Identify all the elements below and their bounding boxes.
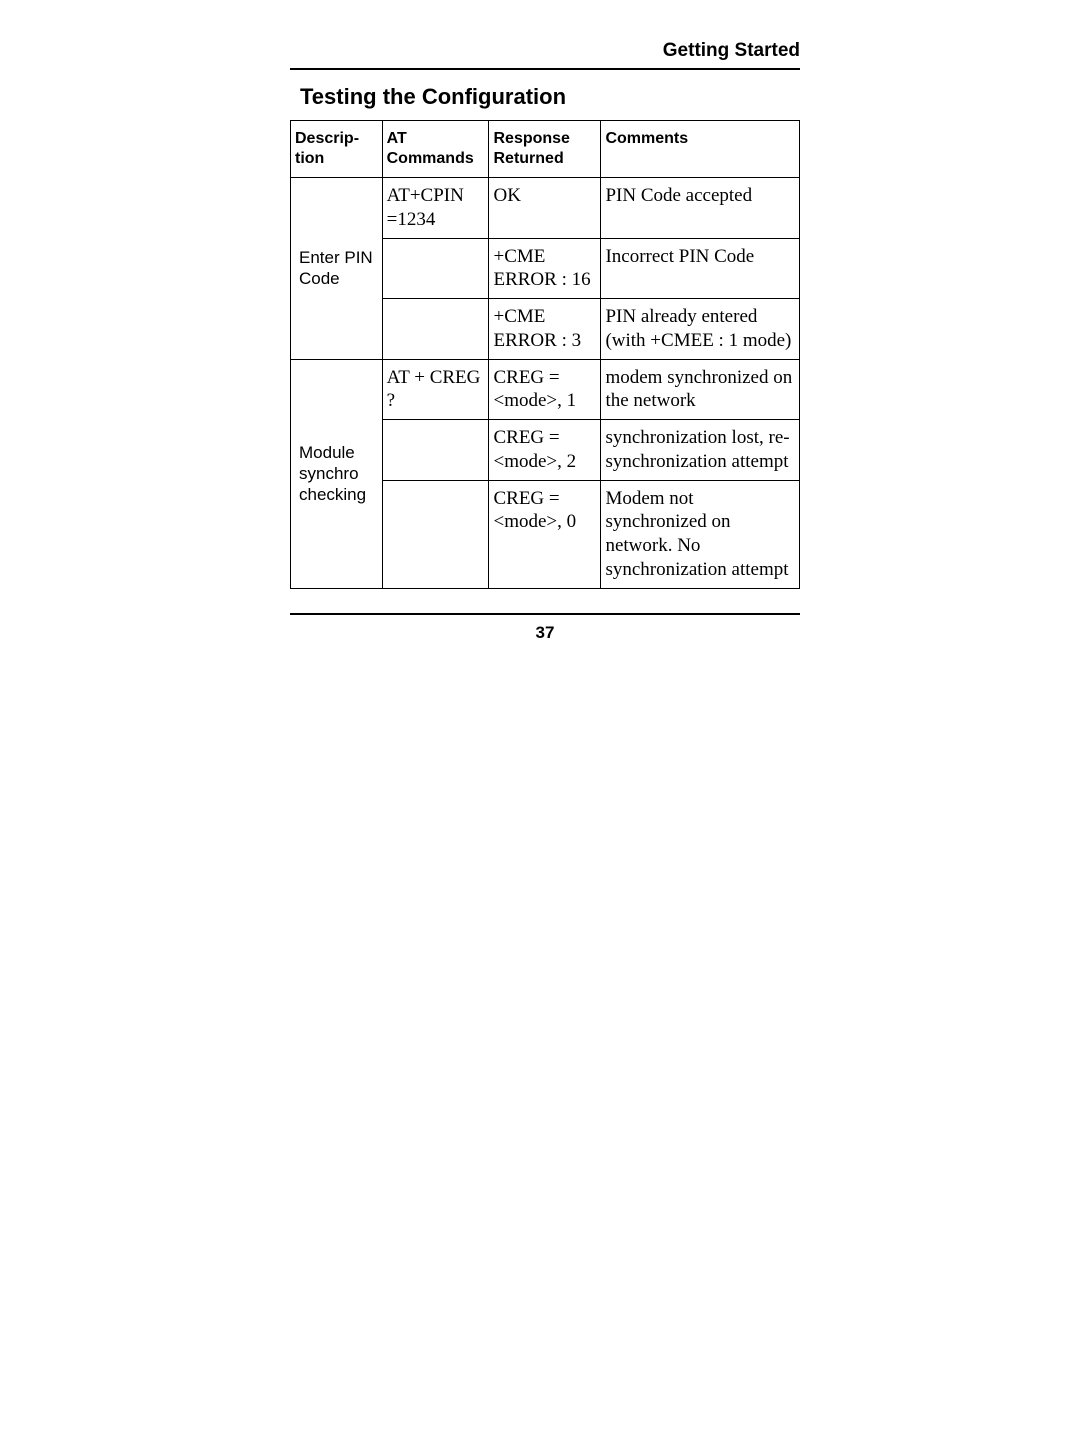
cmd-cell: [382, 238, 489, 299]
page-number: 37: [290, 623, 800, 643]
desc-cell: Enter PIN Code: [291, 178, 383, 360]
comment-cell: modem synchronized on the network: [601, 359, 800, 420]
table-row: Enter PIN Code AT+CPIN =1234 OK PIN Code…: [291, 178, 800, 239]
page-header: Getting Started: [290, 40, 800, 62]
cmd-cell: AT+CPIN =1234: [382, 178, 489, 239]
comment-cell: Incorrect PIN Code: [601, 238, 800, 299]
col-header: Response Returned: [489, 121, 601, 178]
cmd-cell: AT + CREG ?: [382, 359, 489, 420]
desc-cell: Module synchro checking: [291, 359, 383, 588]
resp-cell: +CME ERROR : 16: [489, 238, 601, 299]
col-header: AT Commands: [382, 121, 489, 178]
comment-cell: Modem not synchronized on network. No sy…: [601, 480, 800, 588]
config-table: Descrip- tion AT Commands Response Retur…: [290, 120, 800, 589]
section-title: Testing the Configuration: [300, 84, 800, 110]
cmd-cell: [382, 480, 489, 588]
footer-rule: [290, 613, 800, 615]
resp-cell: +CME ERROR : 3: [489, 299, 601, 360]
resp-cell: CREG = <mode>, 1: [489, 359, 601, 420]
resp-cell: CREG = <mode>, 0: [489, 480, 601, 588]
table-row: Module synchro checking AT + CREG ? CREG…: [291, 359, 800, 420]
cmd-cell: [382, 299, 489, 360]
cmd-cell: [382, 420, 489, 481]
comment-cell: PIN already entered (with +CMEE : 1 mode…: [601, 299, 800, 360]
comment-cell: synchronization lost, re-synchronization…: [601, 420, 800, 481]
resp-cell: CREG = <mode>, 2: [489, 420, 601, 481]
comment-cell: PIN Code accepted: [601, 178, 800, 239]
table-header-row: Descrip- tion AT Commands Response Retur…: [291, 121, 800, 178]
col-header: Comments: [601, 121, 800, 178]
resp-cell: OK: [489, 178, 601, 239]
header-rule: [290, 68, 800, 70]
col-header: Descrip- tion: [291, 121, 383, 178]
